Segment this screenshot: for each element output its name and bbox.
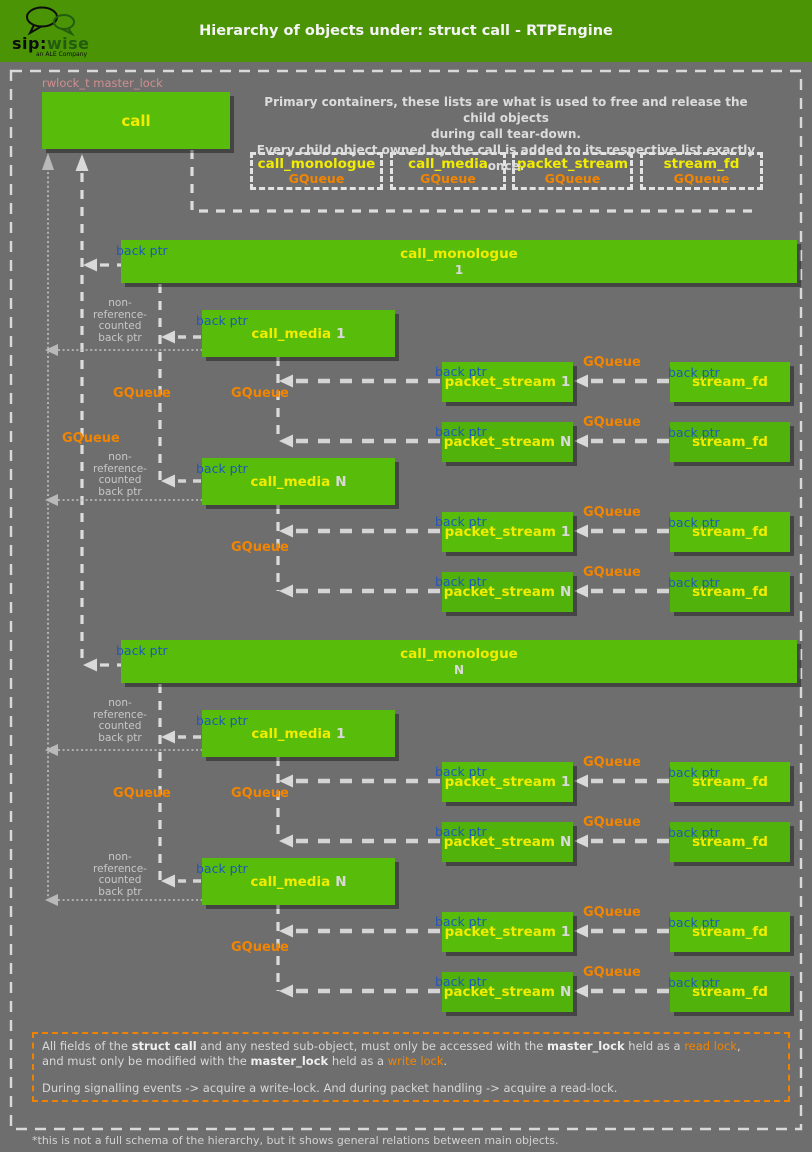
back-ptr-label: back ptr <box>435 424 487 439</box>
annotation-line-1: All fields of the struct call and any ne… <box>42 1039 780 1054</box>
back-ptr-label: back ptr <box>668 575 720 590</box>
annotation-text: and must only be modified with the <box>42 1054 251 1068</box>
node-name: call_media <box>250 473 331 490</box>
back-ptr-label: back ptr <box>668 765 720 780</box>
annotation-bold: master_lock <box>250 1054 329 1068</box>
logo-tagline: an ALE Company <box>36 51 88 58</box>
back-ptr-label: back ptr <box>196 713 248 728</box>
call-monologue-1-box: call_monologue 1 <box>121 240 797 283</box>
media-backptr-stubs <box>178 335 202 883</box>
back-ptr-label: back ptr <box>668 425 720 440</box>
annotation-text: held as a <box>328 1054 388 1068</box>
annotation-text: held as a <box>624 1039 685 1053</box>
gqueue-label: GQueue <box>231 940 289 955</box>
non-ref-back-ptr-label: non- reference- counted back ptr <box>93 297 147 344</box>
gqueue-label: GQueue <box>583 505 641 520</box>
gqueue-label: GQueue <box>583 905 641 920</box>
back-ptr-label: back ptr <box>668 915 720 930</box>
intro-line-3: Every child object owned by the call is … <box>256 143 756 173</box>
footnote: *this is not a full schema of the hierar… <box>32 1134 559 1147</box>
node-index: N <box>335 873 347 890</box>
back-ptr-label: back ptr <box>116 243 168 258</box>
node-name: call_media <box>251 325 332 342</box>
back-ptr-label: back ptr <box>668 515 720 530</box>
node-index: N <box>453 663 465 677</box>
non-ref-back-ptr-label: non- reference- counted back ptr <box>93 851 147 898</box>
gqueue-label: GQueue <box>231 540 289 555</box>
node-index: 1 <box>560 524 571 540</box>
gqueue-label: GQueue <box>231 386 289 401</box>
node-index: N <box>559 984 572 1000</box>
node-index: 1 <box>336 725 346 742</box>
gqueue-label: GQueue <box>113 786 171 801</box>
node-index: N <box>559 434 572 450</box>
node-index: 1 <box>336 325 346 342</box>
intro-line-1: Primary containers, these lists are what… <box>264 95 748 125</box>
intro-text: Primary containers, these lists are what… <box>250 94 762 174</box>
back-ptr-label: back ptr <box>435 764 487 779</box>
gqueue-label: GQueue <box>583 565 641 580</box>
non-ref-back-ptr-label: non- reference- counted back ptr <box>93 697 147 744</box>
annotation-line-2: and must only be modified with the maste… <box>42 1054 780 1069</box>
call-monologue-n-box: call_monologue N <box>121 640 797 683</box>
call-box-label: call <box>121 111 151 130</box>
back-ptr-label: back ptr <box>435 574 487 589</box>
logo-wordmark: sip:wise <box>12 34 90 53</box>
annotation-text: , <box>736 1039 741 1053</box>
node-index: N <box>559 584 572 600</box>
speech-bubbles-icon <box>26 6 75 36</box>
annotation-text: All fields of the <box>42 1039 132 1053</box>
call-box: call <box>42 92 230 149</box>
gqueue-label: GQueue <box>583 815 641 830</box>
gqueue-label: GQueue <box>583 355 641 370</box>
node-index: 1 <box>560 774 571 790</box>
node-name: call_monologue <box>400 246 518 262</box>
gqueue-label: GQueue <box>231 786 289 801</box>
gqueue-label: GQueue <box>62 431 120 446</box>
annotation-text: . <box>443 1054 448 1068</box>
node-index: 1 <box>560 924 571 940</box>
annotation-write-lock: write lock <box>387 1054 444 1068</box>
header: sip:wise an ALE Company Hierarchy of obj… <box>0 0 812 62</box>
annotation-read-lock: read lock <box>684 1039 737 1053</box>
node-index: N <box>335 473 347 490</box>
node-index: N <box>559 834 572 850</box>
annotation-bold: struct call <box>131 1039 197 1053</box>
locking-annotation: All fields of the struct call and any ne… <box>32 1032 790 1102</box>
node-index: 1 <box>560 374 571 390</box>
intro-line-2: during call tear-down. <box>431 127 581 141</box>
logo-sip: sip: <box>12 34 47 53</box>
back-ptr-label: back ptr <box>435 974 487 989</box>
back-ptr-label: back ptr <box>668 365 720 380</box>
back-ptr-label: back ptr <box>435 824 487 839</box>
back-ptr-label: back ptr <box>668 975 720 990</box>
logo-wise: wise <box>46 34 90 53</box>
back-ptr-label: back ptr <box>435 514 487 529</box>
node-name: call_monologue <box>400 646 518 662</box>
non-ref-back-ptr-label: non- reference- counted back ptr <box>93 451 147 498</box>
back-ptr-label: back ptr <box>196 313 248 328</box>
back-ptr-label: back ptr <box>196 861 248 876</box>
page-title: Hierarchy of objects under: struct call … <box>199 23 613 39</box>
back-ptr-label: back ptr <box>116 643 168 658</box>
non-ref-arrowheads <box>42 153 58 906</box>
annotation-line-3: During signalling events -> acquire a wr… <box>42 1081 618 1095</box>
back-ptr-label: back ptr <box>435 364 487 379</box>
back-ptr-label: back ptr <box>668 825 720 840</box>
master-lock-label: rwlock_t master_lock <box>42 76 163 90</box>
node-index: 1 <box>454 263 464 277</box>
annotation-text: and any nested sub-object, must only be … <box>196 1039 547 1053</box>
node-name: call_media <box>251 725 332 742</box>
gqueue-label: GQueue <box>583 755 641 770</box>
sipwise-logo: sip:wise an ALE Company <box>12 6 112 58</box>
gqueue-label: GQueue <box>113 386 171 401</box>
gqueue-label: GQueue <box>583 965 641 980</box>
gqueue-label: GQueue <box>583 415 641 430</box>
annotation-bold: master_lock <box>547 1039 625 1053</box>
back-ptr-label: back ptr <box>435 914 487 929</box>
back-ptr-label: back ptr <box>196 461 248 476</box>
node-name: call_media <box>250 873 331 890</box>
